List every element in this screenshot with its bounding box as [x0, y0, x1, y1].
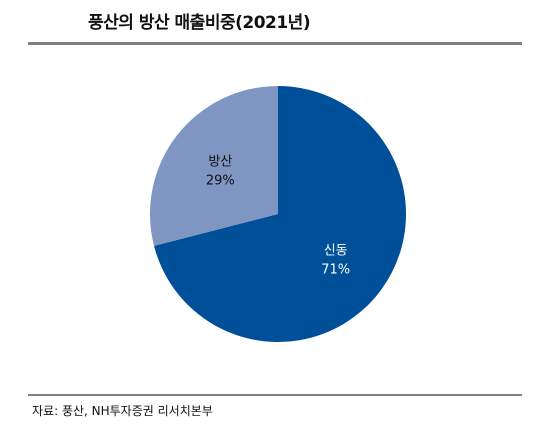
- slice-label-1: 신동: [324, 244, 348, 259]
- slice-value-1: 71%: [321, 263, 350, 278]
- pie-slices: [150, 86, 406, 342]
- pie-slice-1: [154, 86, 406, 342]
- pie-labels: 신동 71% 방산 29%: [206, 154, 350, 277]
- source-note: 자료: 풍산, NH투자증권 리서치본부: [32, 404, 213, 418]
- title-divider: [28, 42, 522, 45]
- chart-title: 풍산의 방산 매출비중(2021년): [88, 13, 311, 33]
- slice-label-2: 방산: [208, 154, 232, 169]
- slice-value-2: 29%: [206, 173, 235, 188]
- footer-divider: [28, 394, 522, 396]
- pie-slice-2: [150, 86, 278, 246]
